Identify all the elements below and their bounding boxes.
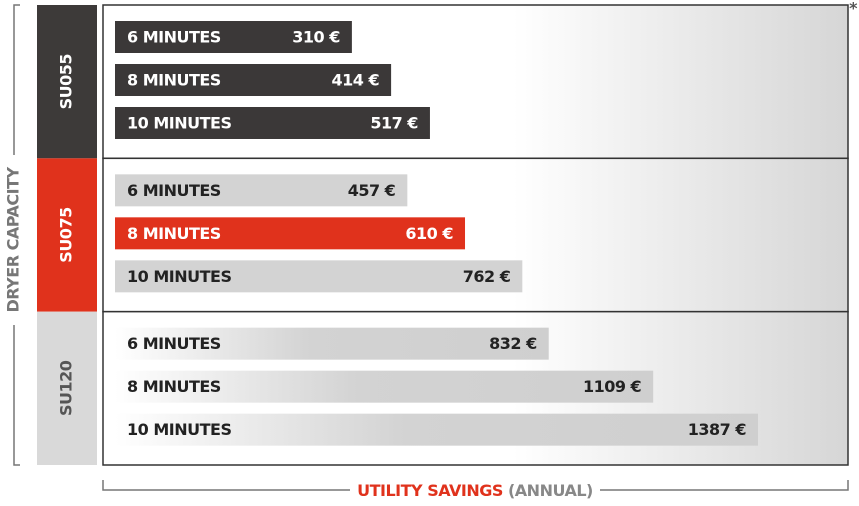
bar-category-label: 8 MINUTES (127, 224, 221, 243)
bar (115, 260, 523, 293)
group-label: SU055 (57, 54, 76, 110)
x-axis-label-suffix: (ANNUAL) (508, 481, 593, 500)
bar-value-label: 610 € (405, 224, 453, 243)
group-tab (37, 158, 97, 312)
bar-category-label: 8 MINUTES (127, 377, 221, 396)
y-axis-bracket (13, 4, 20, 466)
group-label: SU075 (57, 207, 76, 263)
bar-value-label: 414 € (331, 71, 379, 90)
bar-value-label: 457 € (348, 181, 396, 200)
x-axis-bracket (102, 480, 849, 491)
bar-category-label: 6 MINUTES (127, 28, 221, 47)
bar-category-label: 10 MINUTES (127, 420, 231, 439)
bar (115, 217, 466, 250)
note: * (849, 0, 858, 18)
bar (115, 107, 430, 139)
bar (115, 370, 654, 403)
bar (115, 21, 352, 53)
bar (115, 64, 392, 96)
bar-category-label: 10 MINUTES (127, 114, 231, 133)
x-axis-label: UTILITY SAVINGS (ANNUAL) (357, 481, 593, 500)
bar-value-label: 1387 € (688, 420, 747, 439)
x-axis-label-main: UTILITY SAVINGS (357, 481, 503, 500)
y-axis-label: DRYER CAPACITY (4, 167, 23, 313)
bar (115, 413, 758, 446)
bar (115, 327, 549, 360)
bar-value-label: 517 € (370, 114, 418, 133)
bar (115, 174, 408, 207)
group-label: SU120 (57, 360, 76, 416)
bar-category-label: 6 MINUTES (127, 334, 221, 353)
bar-value-label: 832 € (489, 334, 537, 353)
bar-value-label: 1109 € (583, 377, 642, 396)
bar-value-label: 762 € (463, 267, 511, 286)
bar-category-label: 8 MINUTES (127, 71, 221, 90)
bar-category-label: 10 MINUTES (127, 267, 231, 286)
group-tab (37, 311, 97, 465)
group-tab (37, 5, 97, 159)
bar-value-label: 310 € (292, 28, 340, 47)
bar-category-label: 6 MINUTES (127, 181, 221, 200)
